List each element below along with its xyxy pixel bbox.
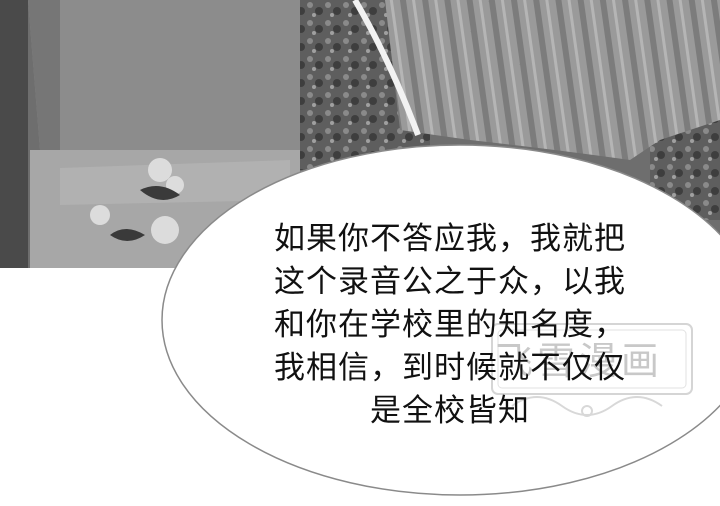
striped-shirt-right: [385, 0, 720, 160]
panel-divider: [352, 0, 421, 137]
watermark-frame: [491, 323, 693, 417]
jacket-left: [28, 0, 300, 159]
speech-bubble: [161, 144, 720, 496]
panel-left-shadow: [0, 0, 28, 268]
speech-line-3: 和你在学校里的知名度，: [274, 307, 626, 343]
speech-line-5: 是全校皆知: [370, 393, 530, 429]
speech-line-2: 这个录音公之于众，以我: [274, 264, 626, 300]
watermark-text: 飞雪漫画: [495, 339, 664, 383]
speech-bubble-text: 如果你不答应我，我就把 这个录音公之于众，以我 和你在学校里的知名度， 我相信，…: [200, 218, 700, 433]
speech-line-4: 我相信，到时候就不仅仅: [274, 350, 626, 386]
speech-line-1: 如果你不答应我，我就把: [274, 221, 626, 257]
